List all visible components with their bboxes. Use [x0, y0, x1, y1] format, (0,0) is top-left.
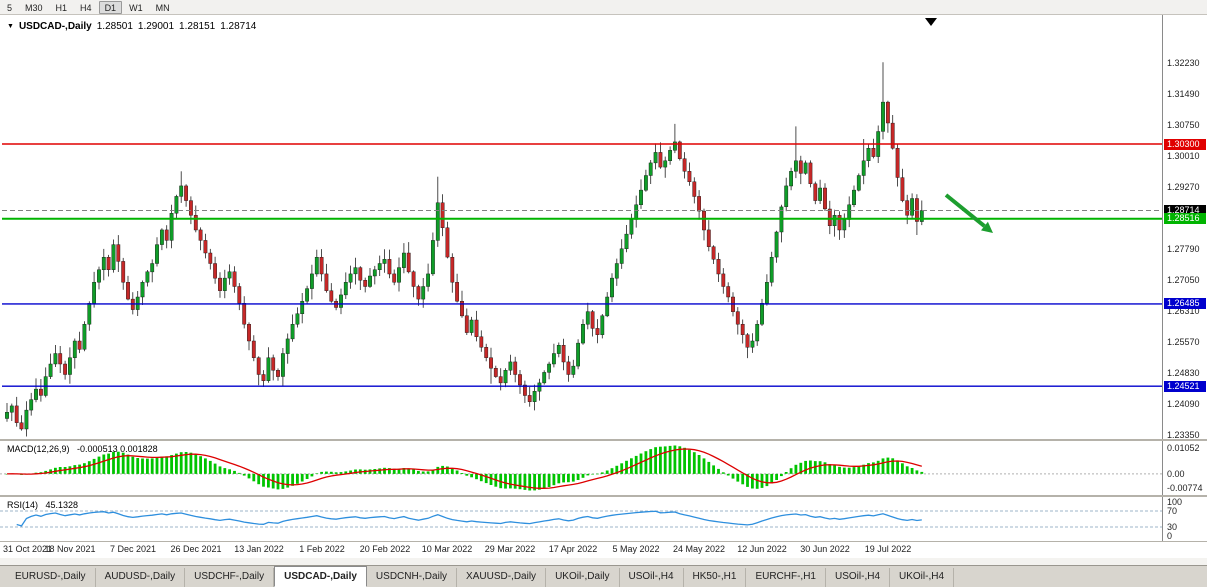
price-panel: ▼ USDCAD-,Daily 1.28501 1.29001 1.28151 … — [0, 15, 1207, 441]
date-axis-label: 10 Mar 2022 — [421, 544, 473, 554]
price-axis-label: 1.30750 — [1167, 120, 1200, 130]
rsi-chart-canvas[interactable] — [0, 497, 1162, 541]
chart-menu-icon[interactable]: ▼ — [7, 22, 14, 30]
close-value: 1.28714 — [220, 21, 257, 32]
date-axis-label: 5 May 2022 — [612, 544, 660, 554]
timeframe-button-h1[interactable]: H1 — [55, 2, 68, 13]
rsi-label: RSI(14) 45.1328 — [7, 500, 78, 510]
tab-usdcnh-daily[interactable]: USDCNH-,Daily — [367, 568, 458, 587]
date-axis-label: 29 Mar 2022 — [484, 544, 536, 554]
tab-hk50-h1[interactable]: HK50-,H1 — [684, 568, 747, 587]
rsi-axis[interactable]: 100 70 30 0 — [1162, 497, 1207, 541]
chart-title: ▼ USDCAD-,Daily 1.28501 1.29001 1.28151 … — [7, 21, 256, 32]
open-value: 1.28501 — [96, 21, 133, 32]
tab-xauusd-daily[interactable]: XAUUSD-,Daily — [457, 568, 547, 587]
chart-tab-bar: EURUSD-,Daily AUDUSD-,Daily USDCHF-,Daily U… — [0, 565, 1207, 587]
tab-usdchf-daily[interactable]: USDCHF-,Daily — [185, 568, 275, 587]
timeframe-button-d1[interactable]: D1 — [98, 0, 123, 14]
macd-axis-label: 0.01052 — [1167, 443, 1200, 453]
tab-usoil-h4[interactable]: USOil-,H4 — [826, 568, 891, 587]
tab-eurusd-daily[interactable]: EURUSD-,Daily — [6, 568, 96, 587]
date-axis[interactable]: 31 Oct 2021 18 Nov 2021 7 Dec 2021 26 Dec 2… — [0, 542, 1207, 558]
date-axis-label: 13 Jan 2022 — [234, 544, 284, 554]
date-axis-label: 18 Nov 2021 — [44, 544, 96, 554]
rsi-name: RSI(14) — [7, 500, 39, 510]
timeframe-button-5[interactable]: 5 — [7, 2, 13, 13]
price-level-badge: 1.28714 — [1164, 205, 1206, 216]
tab-usoil-h4[interactable]: USOil-,H4 — [620, 568, 684, 587]
tab-audusd-daily[interactable]: AUDUSD-,Daily — [96, 568, 186, 587]
price-axis-label: 1.29270 — [1167, 182, 1200, 192]
macd-chart-canvas[interactable] — [0, 441, 1162, 495]
macd-axis-label: 0.00 — [1167, 469, 1185, 479]
macd-name: MACD(12,26,9) — [7, 444, 70, 454]
price-axis-label: 1.23350 — [1167, 430, 1200, 440]
price-axis-label: 1.31490 — [1167, 89, 1200, 99]
macd-axis-label: -0.00774 — [1167, 483, 1203, 493]
candlestick-chart-canvas[interactable] — [0, 15, 1162, 439]
date-axis-label: 1 Feb 2022 — [299, 544, 345, 554]
price-axis-label: 1.27790 — [1167, 244, 1200, 254]
timeframe-toolbar: 5 M30 H1 H4 D1 W1 MN — [0, 0, 1207, 15]
rsi-axis-label: 0 — [1167, 531, 1173, 541]
chart-window: ▼ USDCAD-,Daily 1.28501 1.29001 1.28151 … — [0, 15, 1207, 558]
high-value: 1.29001 — [137, 21, 175, 32]
price-level-badge: 1.28516 — [1164, 213, 1206, 224]
price-axis-label: 1.25570 — [1167, 337, 1200, 347]
price-axis-label: 1.30010 — [1167, 151, 1200, 161]
price-level-badge: 1.24521 — [1164, 381, 1206, 392]
rsi-value: 45.1328 — [45, 500, 79, 510]
date-axis-label: 19 Jul 2022 — [864, 544, 912, 554]
symbol-timeframe-label: USDCAD-,Daily — [18, 21, 92, 32]
tab-eurchf-h1[interactable]: EURCHF-,H1 — [746, 568, 826, 587]
price-axis-label: 1.26310 — [1167, 306, 1200, 316]
tab-usdcad-daily[interactable]: USDCAD-,Daily — [274, 566, 367, 587]
rsi-axis-label: 30 — [1167, 522, 1178, 532]
date-axis-label: 31 Oct 2021 — [3, 544, 53, 554]
date-axis-label: 30 Jun 2022 — [800, 544, 850, 554]
date-axis-label: 20 Feb 2022 — [359, 544, 411, 554]
macd-axis[interactable]: 0.01052 0.00 -0.00774 — [1162, 441, 1207, 495]
price-level-badge: 1.30300 — [1164, 139, 1206, 150]
rsi-panel: RSI(14) 45.1328 100 70 30 0 — [0, 497, 1207, 542]
low-value: 1.28151 — [179, 21, 216, 32]
tab-ukoil-daily[interactable]: UKOil-,Daily — [546, 568, 620, 587]
price-axis-label: 1.24830 — [1167, 368, 1200, 378]
date-axis-label: 24 May 2022 — [672, 544, 726, 554]
macd-panel: MACD(12,26,9) -0.000513 0.001828 0.01052… — [0, 441, 1207, 497]
macd-values: -0.000513 0.001828 — [77, 444, 158, 454]
window-gap — [0, 558, 1207, 565]
price-axis-label: 1.32230 — [1167, 58, 1200, 68]
date-axis-label: 17 Apr 2022 — [548, 544, 598, 554]
price-axis[interactable]: 1.32230 1.31490 1.30750 1.30010 1.29270 1.277… — [1162, 15, 1207, 440]
date-axis-label: 12 Jun 2022 — [737, 544, 787, 554]
price-level-badge: 1.26485 — [1164, 298, 1206, 309]
rsi-axis-label: 70 — [1167, 506, 1178, 516]
macd-label: MACD(12,26,9) -0.000513 0.001828 — [7, 444, 158, 454]
timeframe-button-m30[interactable]: M30 — [25, 2, 43, 13]
date-axis-label: 7 Dec 2021 — [109, 544, 157, 554]
date-axis-label: 26 Dec 2021 — [170, 544, 222, 554]
price-axis-label: 1.24090 — [1167, 399, 1200, 409]
timeframe-button-h4[interactable]: H4 — [80, 2, 92, 13]
rsi-axis-label: 100 — [1167, 497, 1183, 507]
price-axis-label: 1.27050 — [1167, 275, 1200, 285]
tab-ukoil-h4[interactable]: UKOil-,H4 — [890, 568, 955, 587]
timeframe-button-mn[interactable]: MN — [155, 2, 170, 13]
timeframe-button-w1[interactable]: W1 — [129, 2, 143, 13]
